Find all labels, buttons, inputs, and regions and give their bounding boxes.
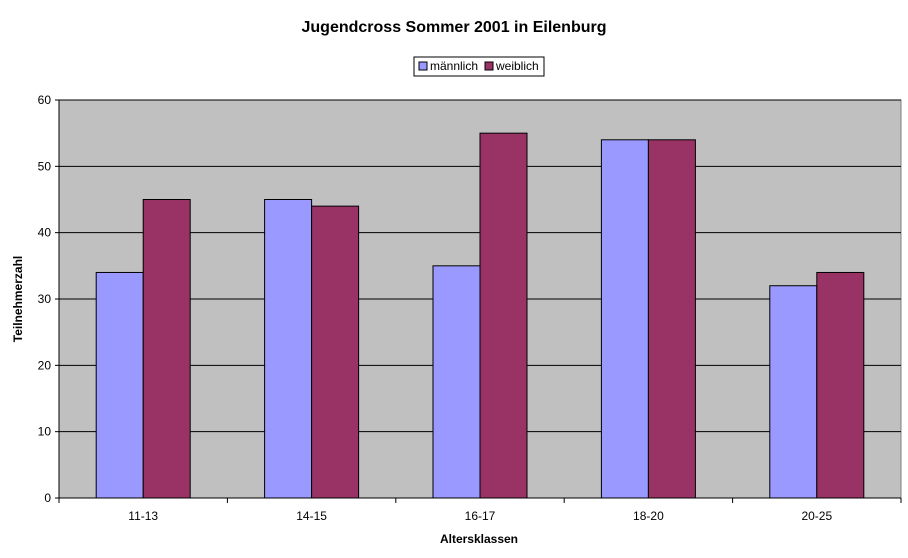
x-tick-label: 16-17	[465, 509, 496, 523]
y-tick-labels: 0 10 20 30 40 50 60	[38, 93, 52, 505]
chart-title: Jugendcross Sommer 2001 in Eilenburg	[302, 19, 607, 36]
y-tick-label: 40	[38, 226, 52, 240]
bar-weiblich-18-20	[647, 139, 696, 499]
bar-maennlich-18-20	[600, 139, 649, 499]
legend: männlich weiblich	[413, 56, 545, 77]
bar-maennlich-16-17	[432, 265, 481, 499]
x-tick-label: 20-25	[801, 509, 832, 523]
x-tick-label: 11-13	[128, 509, 158, 523]
legend-swatch-series-1	[484, 61, 494, 71]
x-tick-label: 14-15	[296, 509, 327, 523]
y-tick-label: 0	[44, 491, 51, 505]
bar-weiblich-11-13	[142, 199, 191, 499]
bar-maennlich-11-13	[95, 271, 144, 499]
y-tick-label: 20	[38, 358, 52, 372]
axes	[55, 99, 902, 503]
bar-maennlich-20-25	[769, 285, 818, 499]
y-tick-label: 50	[38, 159, 52, 173]
legend-swatch-series-0	[418, 61, 428, 71]
legend-box	[413, 56, 545, 77]
bars	[95, 132, 865, 499]
legend-label-series-1: weiblich	[495, 59, 539, 73]
x-axis-title: Altersklassen	[440, 532, 518, 546]
bar-weiblich-16-17	[479, 132, 528, 499]
x-tick-labels: 11-13 14-15 16-17 18-20 20-25	[128, 509, 832, 523]
y-axis-title: Teilnehmerzahl	[11, 256, 25, 342]
y-tick-label: 10	[38, 425, 52, 439]
bar-weiblich-14-15	[311, 205, 360, 499]
bar-maennlich-14-15	[264, 199, 313, 499]
legend-label-series-0: männlich	[430, 59, 478, 73]
y-tick-label: 30	[38, 292, 52, 306]
bar-weiblich-20-25	[816, 271, 865, 499]
x-tick-label: 18-20	[633, 509, 664, 523]
y-tick-label: 60	[38, 93, 52, 107]
